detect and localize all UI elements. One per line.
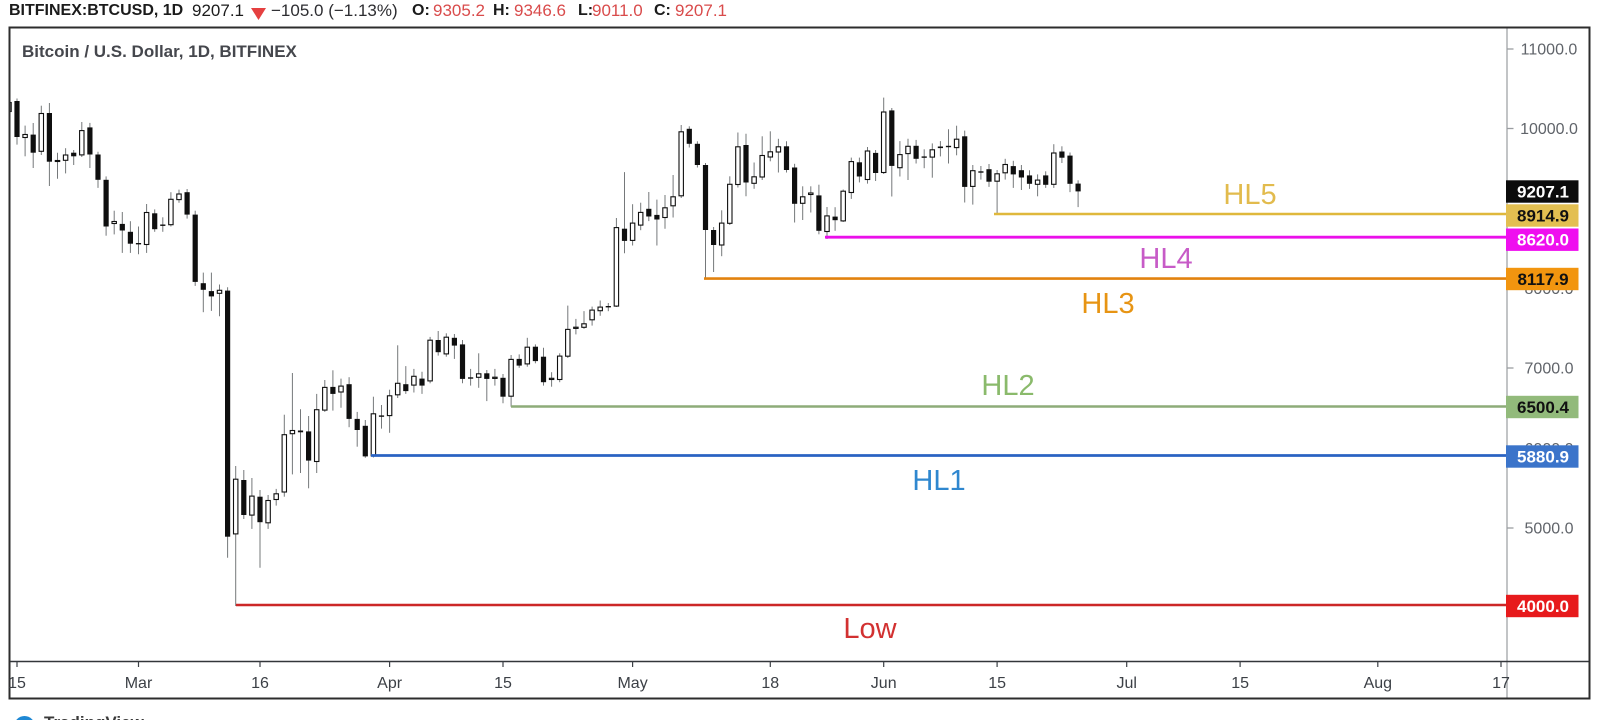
svg-text:Mar: Mar bbox=[125, 675, 153, 692]
svg-text:Aug: Aug bbox=[1364, 675, 1392, 692]
svg-text:Jul: Jul bbox=[1116, 675, 1136, 692]
svg-text:HL5: HL5 bbox=[1223, 179, 1276, 211]
svg-text:HL2: HL2 bbox=[981, 370, 1034, 402]
svg-text:7000.0: 7000.0 bbox=[1525, 361, 1574, 378]
svg-text:Jun: Jun bbox=[871, 675, 897, 692]
svg-text:8117.9: 8117.9 bbox=[1517, 270, 1568, 289]
svg-text:May: May bbox=[617, 675, 647, 692]
svg-text:18: 18 bbox=[761, 675, 779, 692]
svg-text:11000.0: 11000.0 bbox=[1521, 42, 1578, 59]
svg-text:Low: Low bbox=[843, 613, 897, 645]
svg-text:Bitcoin / U.S. Dollar, 1D, BIT: Bitcoin / U.S. Dollar, 1D, BITFINEX bbox=[22, 42, 298, 61]
svg-text:8914.9: 8914.9 bbox=[1517, 206, 1569, 225]
svg-text:4000.0: 4000.0 bbox=[1517, 597, 1569, 616]
svg-text:5880.9: 5880.9 bbox=[1517, 447, 1569, 466]
svg-text:Apr: Apr bbox=[377, 675, 403, 692]
svg-text:HL4: HL4 bbox=[1139, 243, 1192, 275]
svg-text:6500.4: 6500.4 bbox=[1517, 398, 1570, 417]
svg-text:15: 15 bbox=[8, 675, 26, 692]
svg-text:9207.1: 9207.1 bbox=[1517, 182, 1569, 201]
svg-text:5000.0: 5000.0 bbox=[1525, 521, 1574, 538]
svg-text:HL1: HL1 bbox=[912, 465, 965, 497]
svg-text:10000.0: 10000.0 bbox=[1520, 121, 1578, 138]
svg-text:HL3: HL3 bbox=[1081, 288, 1134, 320]
svg-text:TradingView: TradingView bbox=[44, 713, 145, 720]
svg-text:17: 17 bbox=[1492, 675, 1510, 692]
svg-text:8620.0: 8620.0 bbox=[1517, 231, 1569, 250]
svg-text:15: 15 bbox=[1231, 675, 1249, 692]
svg-text:16: 16 bbox=[251, 675, 269, 692]
svg-text:15: 15 bbox=[988, 675, 1006, 692]
svg-text:15: 15 bbox=[494, 675, 512, 692]
